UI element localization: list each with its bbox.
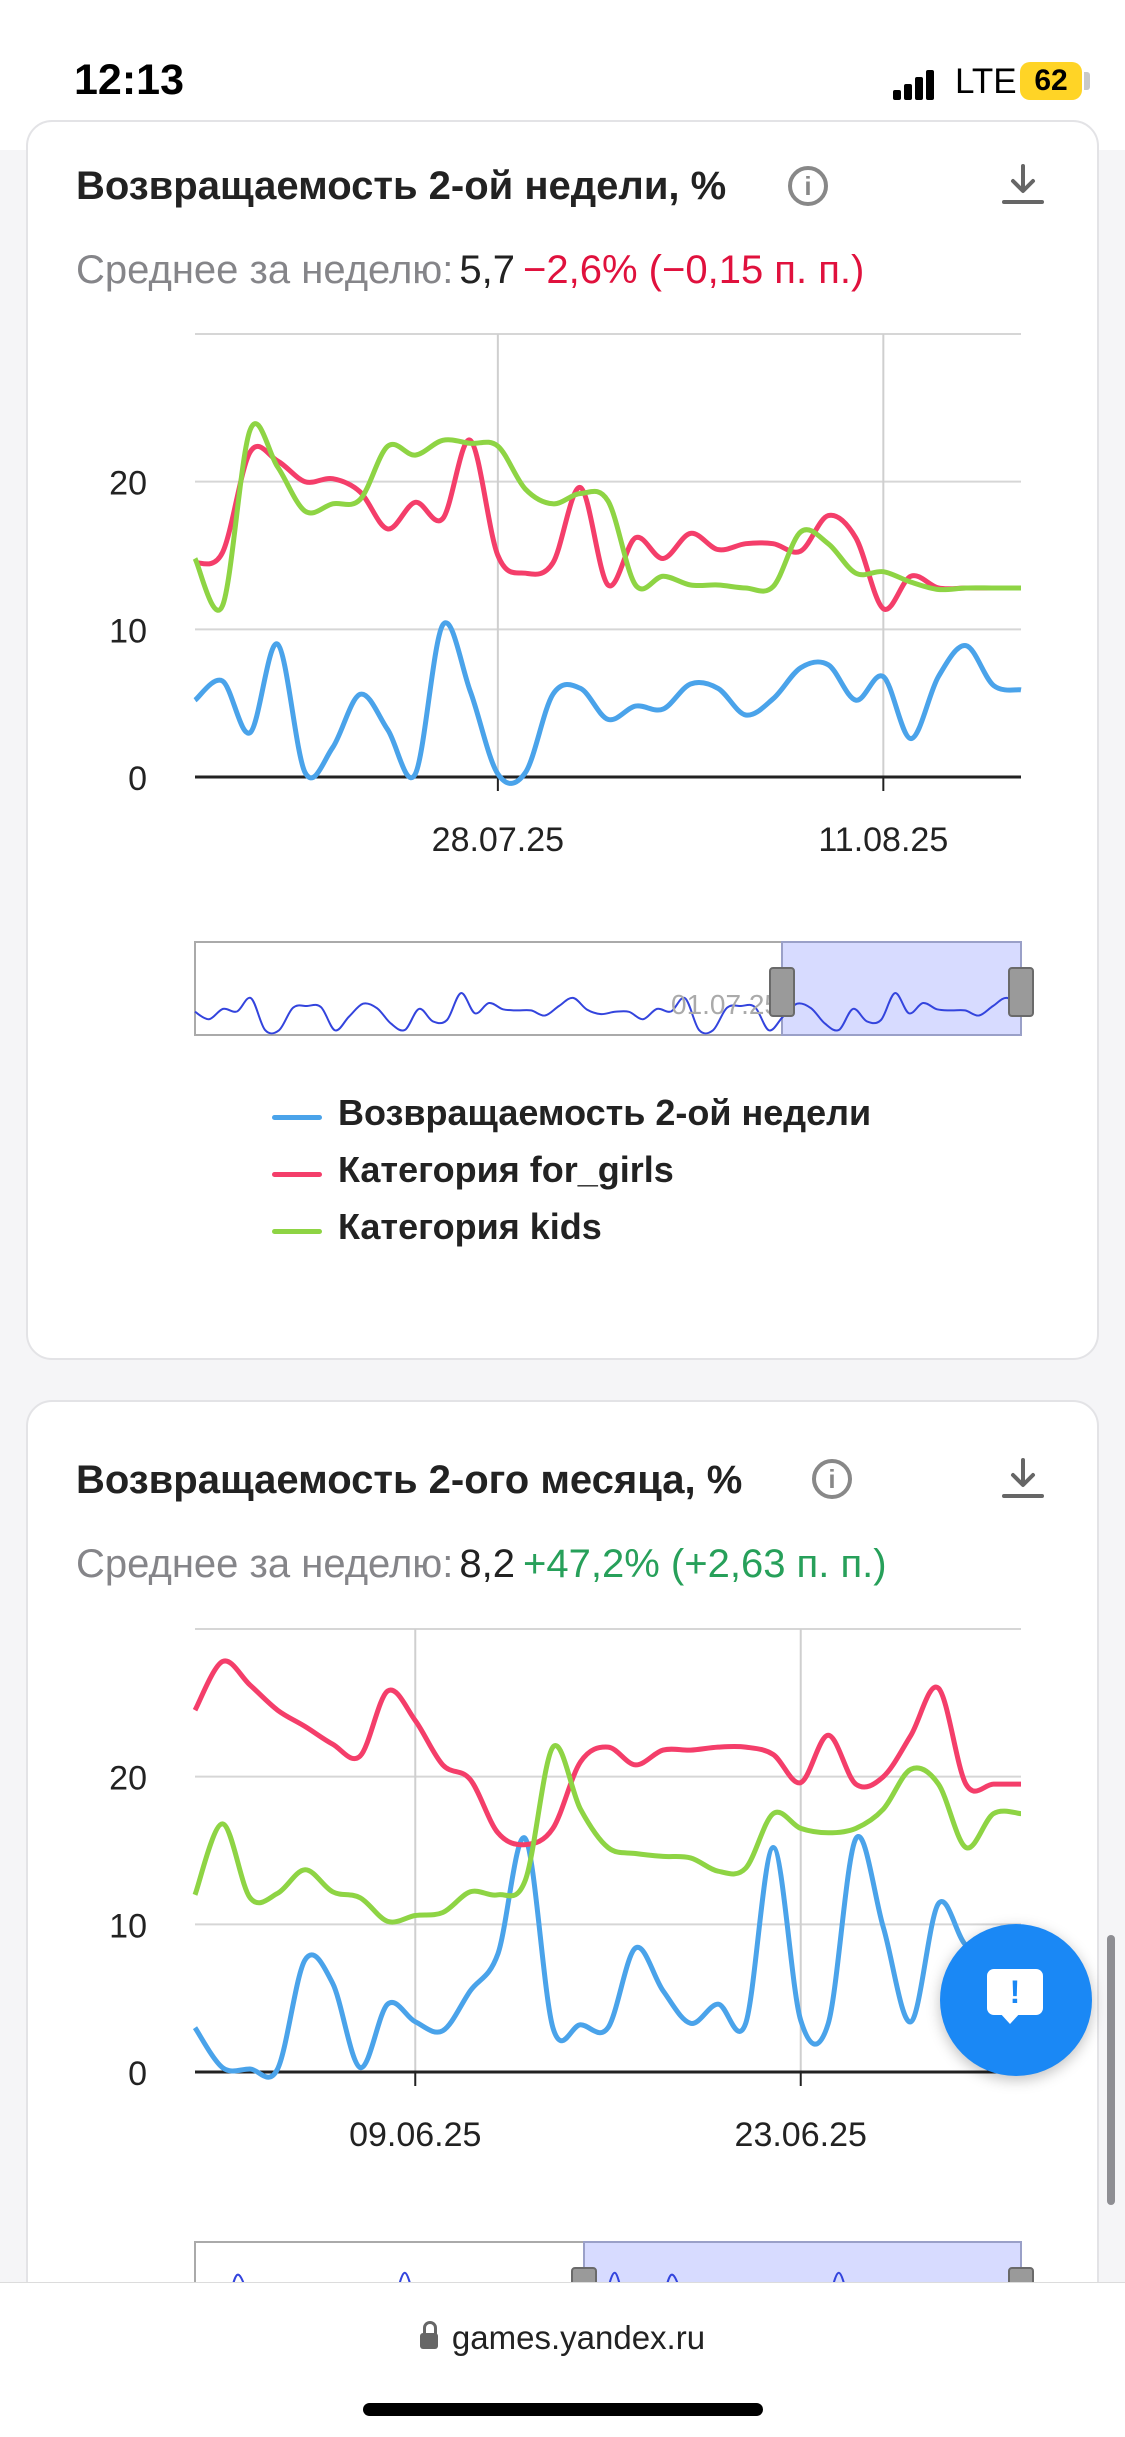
series-line-1[interactable] [192,1833,1021,2080]
legend-label: Категория for_girls [338,1149,674,1190]
feedback-icon-tail [999,2012,1021,2024]
y-tick-label: 0 [128,760,147,798]
series-line-3[interactable] [192,1743,1022,1925]
network-label: LTE [955,62,1017,101]
average-label: Среднее за неделю: [76,248,454,292]
chart-card-month2: Возвращаемость 2-ого месяца, % i Среднее… [26,1400,1099,2330]
feedback-button[interactable]: ! [940,1924,1092,2076]
navigator-series [194,992,1022,1035]
url-text: games.yandex.ru [451,2319,706,2356]
average-change: +47,2% (+2,63 п. п.) [523,1542,887,1586]
y-tick-label: 20 [109,1760,147,1798]
battery-icon: 62 [1020,62,1082,100]
x-tick-label: 11.08.25 [818,821,948,859]
browser-bar: games.yandex.ru [0,2282,1125,2437]
navigator-handle[interactable] [769,967,795,1017]
x-tick-label: 28.07.25 [432,821,564,859]
series-line-3[interactable] [192,421,1021,613]
legend-swatch [272,1115,322,1120]
feedback-icon: ! [987,1969,1043,2015]
address-bar[interactable]: games.yandex.ru [0,2319,1125,2357]
card-title: Возвращаемость 2-ой недели, % [76,164,727,208]
series-line-1[interactable] [193,620,1022,786]
legend-swatch [272,1229,322,1234]
card-title: Возвращаемость 2-ого месяца, % [76,1458,743,1502]
series-line-2[interactable] [192,1658,1021,1848]
battery-tip [1084,72,1090,90]
y-tick-label: 20 [109,465,147,503]
navigator-date-label: 01.07.25 [671,989,780,1020]
status-time: 12:13 [74,56,184,104]
y-tick-label: 10 [109,1907,147,1945]
download-icon[interactable] [1000,1456,1046,1504]
legend-label: Категория kids [338,1206,602,1247]
average-label: Среднее за неделю: [76,1542,454,1586]
weekly-average: Среднее за неделю: 5,7 −2,6% (−0,15 п. п.) [76,248,864,293]
home-indicator[interactable] [363,2403,763,2416]
average-change: −2,6% (−0,15 п. п.) [523,248,865,292]
legend-label: Возвращаемость 2-ой недели [338,1092,872,1133]
navigator-handle[interactable] [1008,967,1034,1017]
y-tick-label: 0 [128,2055,147,2093]
info-icon[interactable]: i [788,166,828,206]
weekly-average: Среднее за неделю: 8,2 +47,2% (+2,63 п. п.… [76,1542,887,1587]
chart-card-week2: Возвращаемость 2-ой недели, % i Среднее … [26,120,1099,1360]
legend-swatch [272,1172,322,1177]
download-icon[interactable] [1000,162,1046,210]
page-scrollbar[interactable] [1107,1935,1115,2205]
line-chart[interactable]: 0 10 20 09.06.25 23.06.25 [28,1402,1099,2330]
navigator-selection[interactable] [781,941,1022,1036]
line-chart[interactable]: 0 10 20 28.07.25 11.08.25 01.07.25 [28,122,1099,1042]
series-line-2[interactable] [194,437,1021,612]
x-tick-label: 23.06.25 [735,2116,867,2154]
x-tick-label: 09.06.25 [349,2116,481,2154]
average-value: 5,7 [459,248,516,292]
signal-icon [893,68,935,100]
info-icon[interactable]: i [812,1459,852,1499]
average-value: 8,2 [459,1542,516,1586]
y-tick-label: 10 [109,612,147,650]
lock-icon [419,2321,438,2349]
